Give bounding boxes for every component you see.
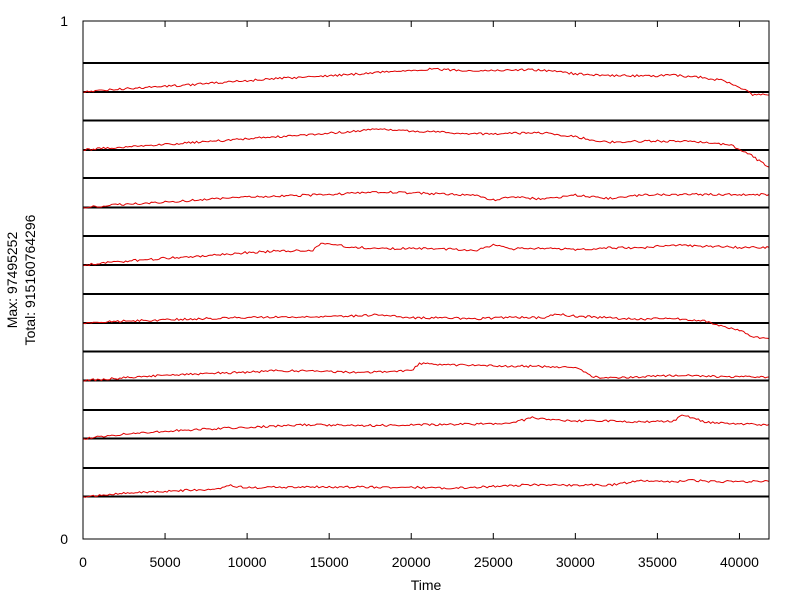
series-line-7 bbox=[82, 478, 770, 498]
y-axis-label-max: Max: 97495252 bbox=[4, 232, 20, 329]
series-line-3 bbox=[82, 242, 770, 267]
x-tick-label: 10000 bbox=[228, 554, 267, 570]
band-lines bbox=[83, 61, 769, 498]
y-axis-label-total: Total: 915160764296 bbox=[22, 214, 38, 345]
y-axis-ticks: 10 bbox=[60, 13, 68, 547]
y-tick-label: 1 bbox=[60, 13, 68, 29]
x-axis-ticks: 0 5000 10000 15000 20000 25000 30000 35000 40000 bbox=[79, 21, 759, 570]
x-tick-label: 20000 bbox=[392, 554, 431, 570]
x-tick-label: 25000 bbox=[474, 554, 513, 570]
plot-background bbox=[83, 21, 769, 539]
series-line-6 bbox=[82, 414, 770, 440]
series-line-5 bbox=[82, 362, 770, 382]
x-tick-label: 5000 bbox=[149, 554, 180, 570]
series-group bbox=[82, 67, 770, 498]
plot-frame bbox=[82, 20, 770, 540]
series-line-1 bbox=[82, 128, 770, 168]
x-tick-label: 15000 bbox=[310, 554, 349, 570]
x-tick-label: 35000 bbox=[638, 554, 677, 570]
y-tick-label: 0 bbox=[60, 531, 68, 547]
x-axis-label: Time bbox=[411, 577, 442, 593]
x-tick-label: 40000 bbox=[720, 554, 759, 570]
series-line-2 bbox=[82, 190, 770, 209]
x-tick-label: 30000 bbox=[556, 554, 595, 570]
series-line-4 bbox=[82, 313, 770, 339]
series-line-0 bbox=[82, 67, 770, 97]
x-tick-label: 0 bbox=[79, 554, 87, 570]
